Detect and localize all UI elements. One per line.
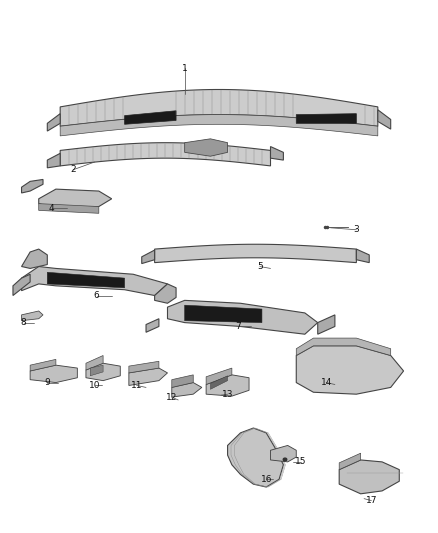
Text: 13: 13 xyxy=(222,390,233,399)
Polygon shape xyxy=(21,249,47,269)
Polygon shape xyxy=(129,361,159,373)
Polygon shape xyxy=(39,204,99,213)
Text: 8: 8 xyxy=(21,318,27,327)
Polygon shape xyxy=(296,114,357,123)
Polygon shape xyxy=(21,266,167,295)
Text: 15: 15 xyxy=(295,457,306,466)
Polygon shape xyxy=(30,359,56,371)
Polygon shape xyxy=(60,90,378,126)
Polygon shape xyxy=(86,363,120,381)
Polygon shape xyxy=(228,428,283,487)
Polygon shape xyxy=(185,139,228,156)
Polygon shape xyxy=(124,111,176,124)
Polygon shape xyxy=(339,460,399,494)
Polygon shape xyxy=(129,368,167,385)
Polygon shape xyxy=(206,375,249,396)
Polygon shape xyxy=(271,446,296,462)
Polygon shape xyxy=(39,189,112,208)
Polygon shape xyxy=(146,319,159,332)
Polygon shape xyxy=(21,180,43,193)
Polygon shape xyxy=(378,110,391,129)
Polygon shape xyxy=(210,376,228,389)
Polygon shape xyxy=(167,301,318,334)
Polygon shape xyxy=(357,249,369,263)
Text: 9: 9 xyxy=(44,378,50,387)
Polygon shape xyxy=(47,114,60,131)
Text: 16: 16 xyxy=(261,475,272,484)
Polygon shape xyxy=(30,365,78,383)
Polygon shape xyxy=(90,365,103,376)
Text: 2: 2 xyxy=(70,165,76,174)
Polygon shape xyxy=(60,115,378,136)
Text: 1: 1 xyxy=(182,64,187,72)
Polygon shape xyxy=(172,375,193,387)
Polygon shape xyxy=(172,383,202,397)
Polygon shape xyxy=(13,274,30,295)
Text: 10: 10 xyxy=(89,381,100,390)
Polygon shape xyxy=(142,250,155,264)
Polygon shape xyxy=(296,346,403,394)
Text: 6: 6 xyxy=(94,291,99,300)
Text: 3: 3 xyxy=(353,225,359,234)
Text: 12: 12 xyxy=(166,393,177,401)
Polygon shape xyxy=(318,315,335,334)
Polygon shape xyxy=(339,453,360,470)
Text: 4: 4 xyxy=(49,204,54,213)
Text: 5: 5 xyxy=(257,262,263,271)
Polygon shape xyxy=(206,368,232,384)
Polygon shape xyxy=(21,311,43,321)
Polygon shape xyxy=(47,154,60,168)
Polygon shape xyxy=(60,143,271,166)
Polygon shape xyxy=(185,305,262,322)
Polygon shape xyxy=(86,356,103,370)
Text: 11: 11 xyxy=(131,381,142,390)
Text: 14: 14 xyxy=(321,378,332,387)
Text: 17: 17 xyxy=(366,496,377,505)
Polygon shape xyxy=(47,272,124,288)
Text: 7: 7 xyxy=(236,322,241,331)
Polygon shape xyxy=(155,244,357,263)
Polygon shape xyxy=(271,147,283,160)
Polygon shape xyxy=(155,284,176,303)
Polygon shape xyxy=(296,338,391,356)
